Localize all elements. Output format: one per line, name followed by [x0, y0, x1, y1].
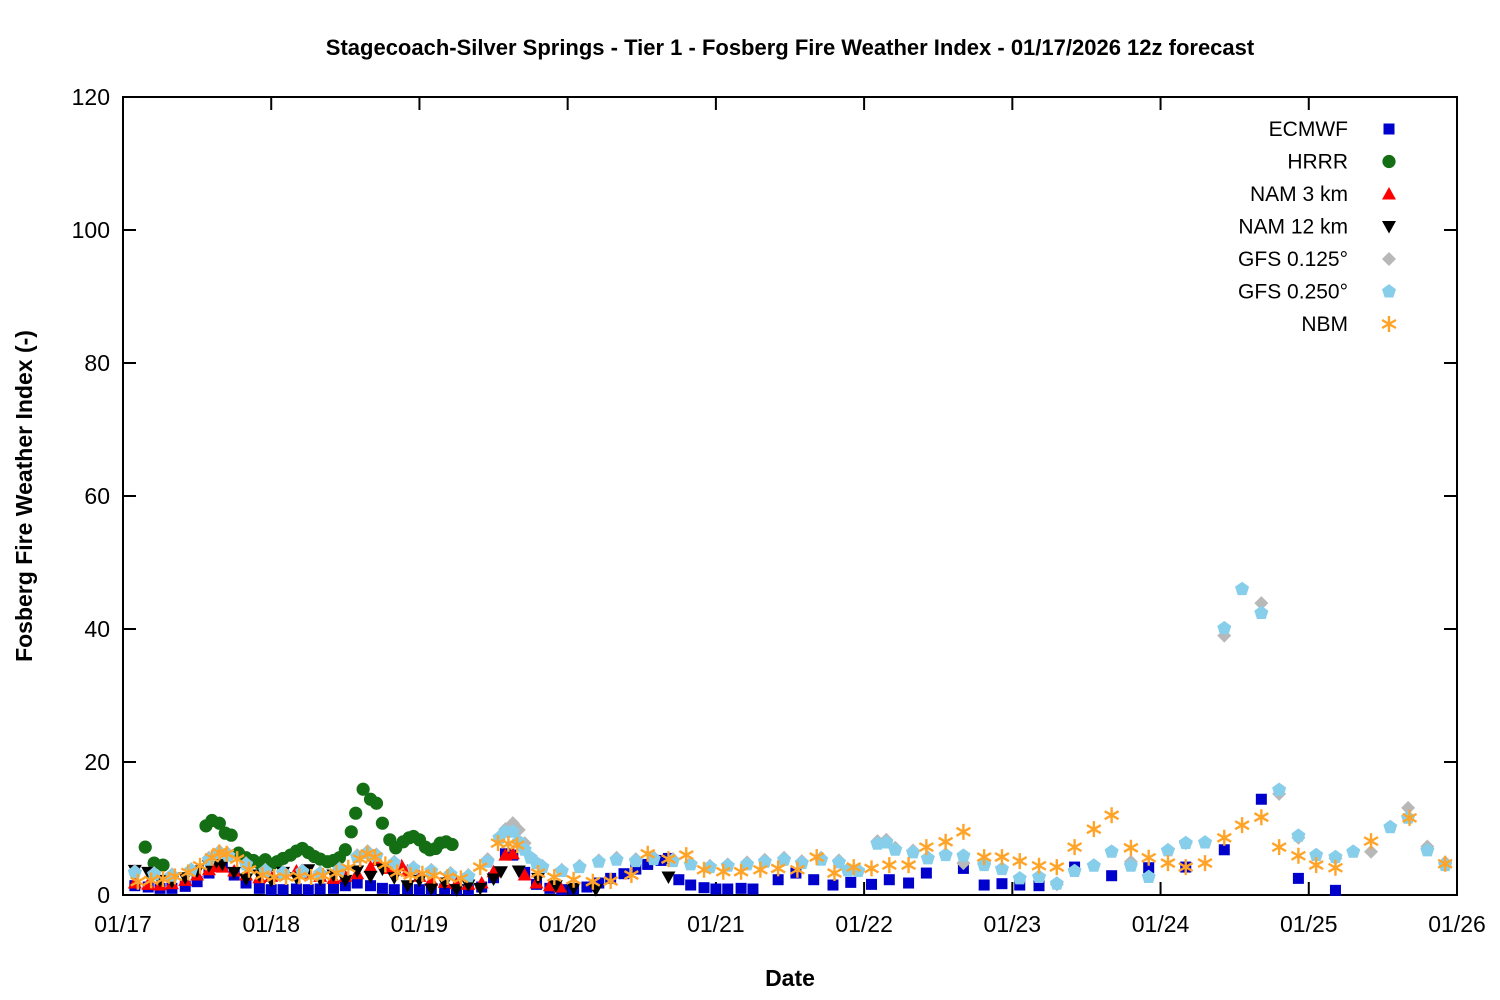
legend-label: GFS 0.250°	[1238, 281, 1348, 304]
legend-label: ECMWF	[1269, 118, 1348, 141]
y-tick-label: 100	[72, 217, 110, 243]
legend-label: NBM	[1301, 313, 1348, 336]
legend-marker-pentagon	[1382, 284, 1396, 298]
legend-label: NAM 3 km	[1250, 183, 1348, 206]
x-tick-label: 01/25	[1280, 911, 1338, 937]
series-hrrr	[138, 782, 459, 872]
x-tick-label: 01/26	[1428, 911, 1486, 937]
legend-label: NAM 12 km	[1238, 216, 1348, 239]
legend-item-ecmwf: ECMWF	[1269, 118, 1395, 141]
legend-item-gfs-0-125-: GFS 0.125°	[1238, 248, 1396, 271]
y-tick-label: 60	[84, 483, 110, 509]
x-tick-label: 01/24	[1132, 911, 1190, 937]
y-tick-label: 120	[72, 84, 110, 110]
y-tick-label: 0	[97, 882, 110, 908]
x-tick-label: 01/19	[391, 911, 449, 937]
x-tick-label: 01/21	[687, 911, 745, 937]
legend-label: GFS 0.125°	[1238, 248, 1348, 271]
series-nbm	[130, 807, 1453, 890]
legend-item-nbm: NBM	[1301, 313, 1397, 336]
chart-title: Stagecoach-Silver Springs - Tier 1 - Fos…	[326, 35, 1255, 60]
y-tick-label: 20	[84, 749, 110, 775]
legend-item-gfs-0-250-: GFS 0.250°	[1238, 281, 1396, 304]
legend-marker-asterisk	[1381, 316, 1397, 332]
legend-item-nam-3-km: NAM 3 km	[1250, 183, 1396, 206]
x-tick-label: 01/18	[242, 911, 300, 937]
axis-ticks: 01/17 01/18 01/19 01/20 01/21 01/22 01/23 01/24…	[72, 84, 1486, 937]
legend-marker-circle	[1382, 154, 1396, 169]
y-tick-label: 80	[84, 350, 110, 376]
legend-marker-square	[1383, 123, 1395, 135]
legend-marker-triangle-up	[1382, 187, 1396, 200]
legend-item-nam-12-km: NAM 12 km	[1238, 216, 1396, 239]
y-tick-label: 40	[84, 616, 110, 642]
legend-label: HRRR	[1287, 151, 1348, 174]
x-tick-label: 01/23	[984, 911, 1042, 937]
x-tick-label: 01/20	[539, 911, 597, 937]
legend-marker-triangle-down	[1382, 221, 1396, 234]
legend-marker-diamond	[1382, 252, 1396, 266]
data-series	[127, 581, 1453, 897]
x-axis-label: Date	[765, 965, 815, 991]
x-tick-label: 01/17	[94, 911, 152, 937]
legend-item-hrrr: HRRR	[1287, 151, 1396, 174]
y-axis-label: Fosberg Fire Weather Index (-)	[11, 330, 37, 662]
x-tick-label: 01/22	[835, 911, 893, 937]
legend: ECMWF HRRR NAM 3 km NAM 12 km GFS 0.125° GFS …	[1238, 118, 1397, 336]
